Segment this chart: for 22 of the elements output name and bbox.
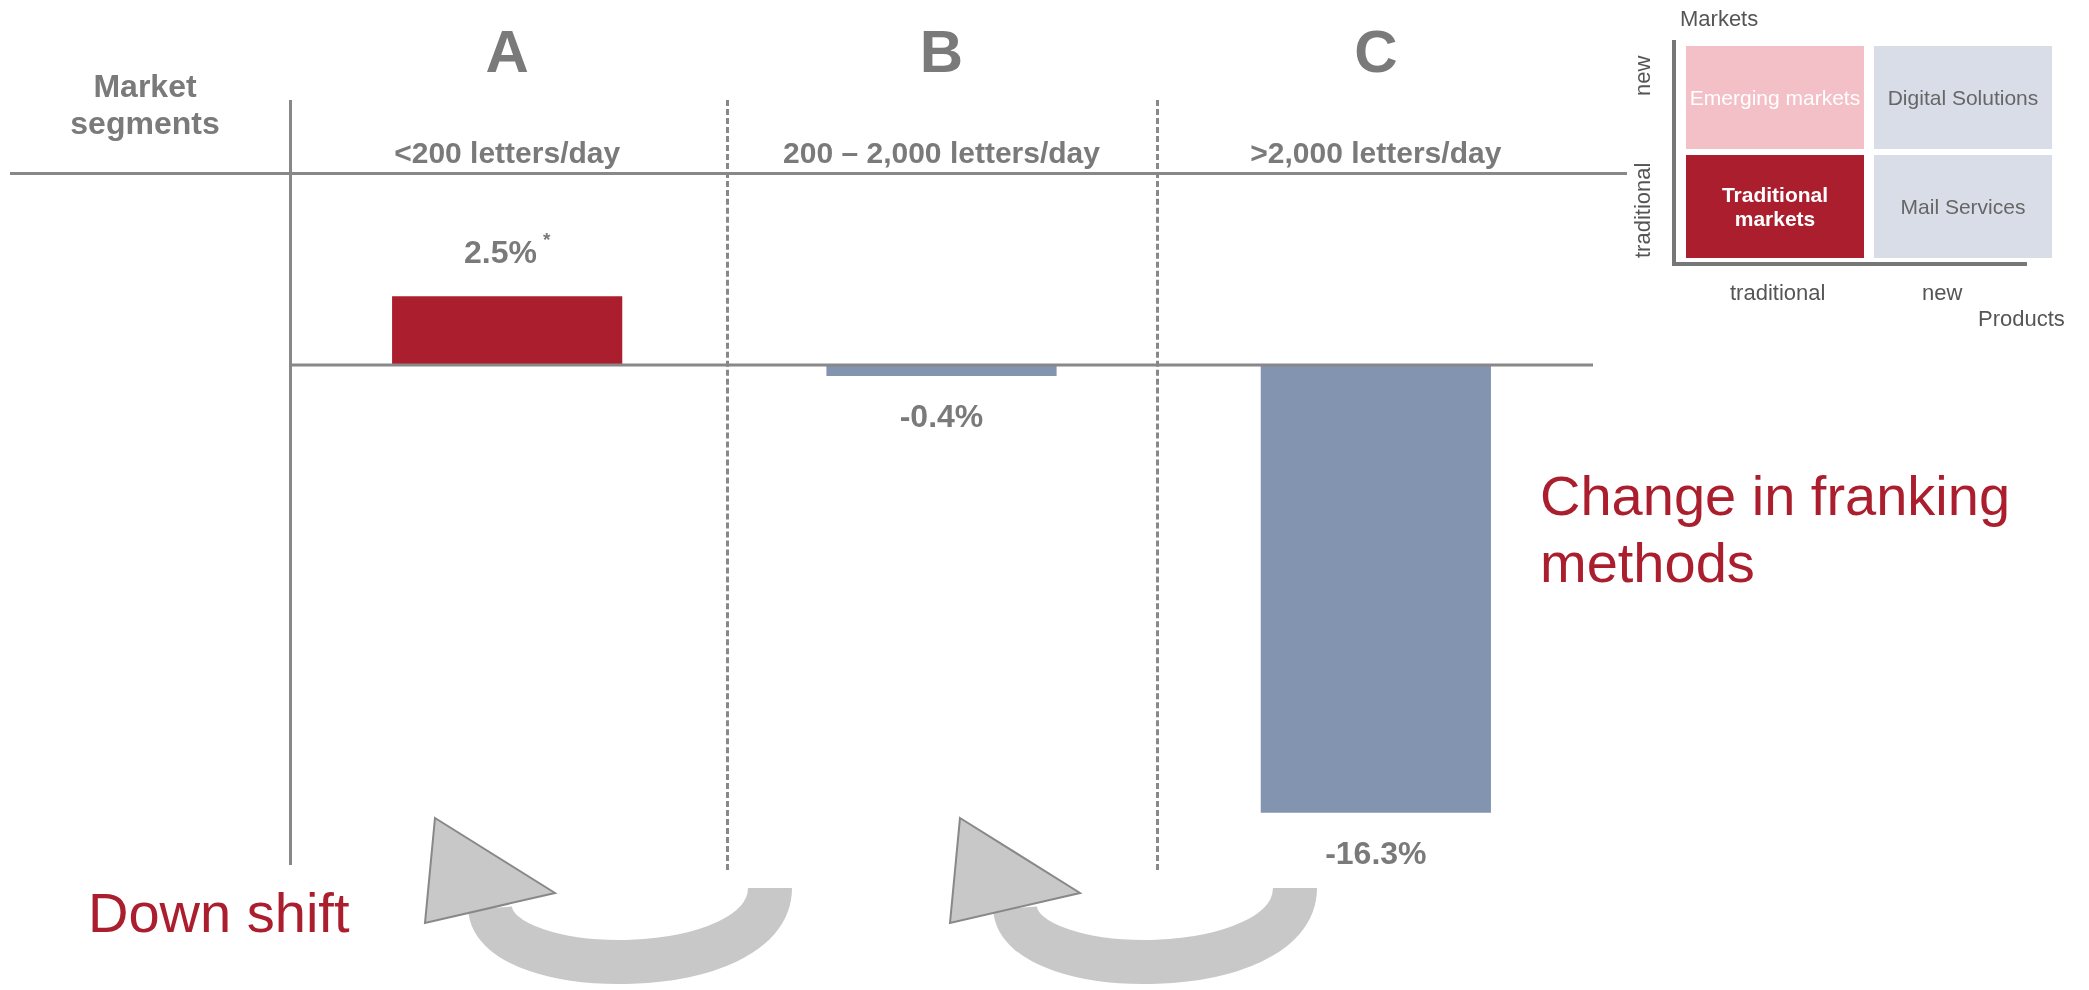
text: Market segments — [69, 68, 221, 142]
x-tick-label: <200 letters/day — [394, 136, 621, 170]
text: Down shift — [88, 880, 350, 945]
text: Emerging markets — [1686, 46, 1864, 149]
text: Traditional markets — [1686, 155, 1864, 258]
annotation: Change in franking methods — [1540, 463, 2012, 597]
text: new — [1630, 55, 1656, 96]
text: Digital Solutions — [1874, 46, 2052, 149]
data-label: -0.4% — [899, 397, 984, 434]
text: new — [1922, 280, 1963, 306]
text: C — [1354, 17, 1398, 85]
x-tick-label: >2,000 letters/day — [1250, 136, 1502, 170]
data-label: -16.3% — [1325, 834, 1427, 871]
text: traditional — [1630, 162, 1656, 258]
text: Markets — [1680, 6, 1759, 32]
text: A — [485, 17, 529, 85]
text: traditional — [1730, 280, 1826, 306]
text: Products — [1978, 306, 2065, 332]
text: Mail Services — [1874, 155, 2052, 258]
data-label: 2.5%* — [464, 228, 551, 271]
x-tick-label: 200 – 2,000 letters/day — [783, 136, 1101, 170]
text: B — [919, 17, 964, 85]
